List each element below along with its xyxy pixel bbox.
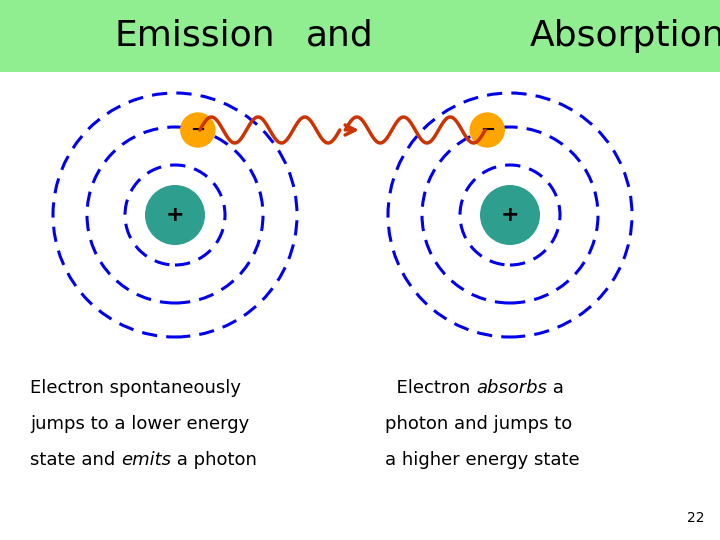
Text: absorbs: absorbs [476, 379, 547, 397]
Text: Emission: Emission [115, 19, 276, 53]
Circle shape [145, 185, 205, 245]
Text: jumps to a lower energy: jumps to a lower energy [30, 415, 249, 433]
Circle shape [470, 113, 504, 147]
Circle shape [181, 113, 215, 147]
Circle shape [480, 185, 540, 245]
Text: Electron: Electron [385, 379, 476, 397]
Text: +: + [166, 205, 184, 225]
Text: +: + [500, 205, 519, 225]
Text: −: − [480, 121, 495, 139]
Text: a photon: a photon [171, 451, 257, 469]
Text: 22: 22 [688, 511, 705, 525]
Text: Electron spontaneously: Electron spontaneously [30, 379, 241, 397]
Text: a higher energy state: a higher energy state [385, 451, 580, 469]
Text: and: and [306, 19, 374, 53]
Text: state and: state and [30, 451, 121, 469]
Text: a: a [547, 379, 564, 397]
Text: photon and jumps to: photon and jumps to [385, 415, 572, 433]
Bar [0, 0, 720, 72]
Text: −: − [190, 121, 205, 139]
Text: Absorption: Absorption [530, 19, 720, 53]
Text: emits: emits [121, 451, 171, 469]
